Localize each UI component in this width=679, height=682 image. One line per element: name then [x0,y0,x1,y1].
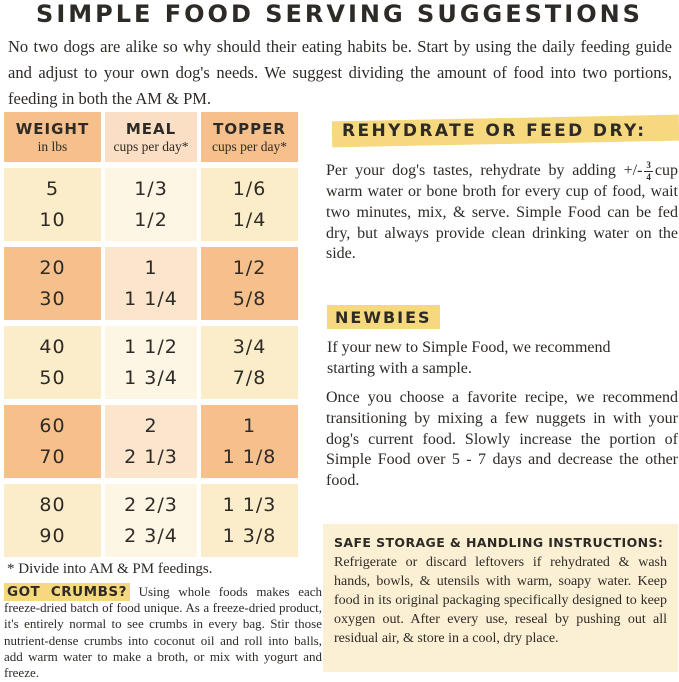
table-value: 1 [144,256,158,279]
column-header-label: WEIGHT [15,119,90,138]
table-row-group: 20 30 1 1 1/4 1/2 5/8 [4,247,298,320]
table-value: 1 1/3 [222,493,277,516]
table-value: 80 [39,493,66,516]
table-column-cell: 2 2/3 2 3/4 [105,484,197,557]
newbies-paragraph-2: Once you choose a favorite recipe, we re… [326,389,678,490]
rehydrate-heading-text: REHYDRATE OR FEED DRY: [342,121,647,141]
table-body: 5 10 1/3 1/2 1/6 1/4 20 30 1 1 1/4 1/2 5/8 40 50 1 1/2… [4,168,298,557]
got-crumbs-paragraph: GOT CRUMBS? Using whole foods makes each… [4,583,323,681]
table-value: 60 [39,414,66,437]
rehydrate-body-start: Per your dog's tastes, rehydrate by addi… [326,162,643,179]
table-value: 20 [39,256,66,279]
column-header-label: TOPPER [213,119,286,138]
serving-table: WEIGHT in lbs MEAL cups per day* TOPPER … [4,112,298,557]
table-column-cell: 1 1 1/8 [201,405,298,478]
column-header-subtext: cups per day* [113,138,189,154]
table-value: 2 2/3 [124,493,178,516]
table-column-cell: 1 1/3 1 3/8 [201,484,298,557]
table-row-group: 60 70 2 2 1/3 1 1 1/8 [4,405,298,478]
table-column-cell: 40 50 [4,326,101,399]
table-row-group: 40 50 1 1/2 1 3/4 3/4 7/8 [4,326,298,399]
table-value: 90 [39,525,66,548]
meal-column-header: MEAL cups per day* [105,112,197,162]
table-column-cell: 60 70 [4,405,101,478]
table-value: 1/2 [232,256,267,279]
table-column-cell: 1/2 5/8 [201,247,298,320]
column-header-subtext: in lbs [37,138,68,154]
newbies-paragraph-1: If your new to Simple Food, we recommend… [327,339,611,377]
page-title: SIMPLE FOOD SERVING SUGGESTIONS [36,0,643,28]
column-header-label: MEAL [125,119,177,138]
table-value: 40 [39,335,66,358]
table-value: 1/6 [232,177,267,200]
table-value: 2 [144,414,158,437]
table-value: 1/3 [134,177,168,200]
got-crumbs-heading: GOT CRUMBS? [4,583,130,601]
table-column-cell: 1 1/2 1 3/4 [105,326,197,399]
table-value: 1/2 [134,209,168,232]
table-value: 3/4 [232,335,267,358]
table-value: 7/8 [232,367,267,390]
table-column-cell: 1 1 1/4 [105,247,197,320]
table-column-cell: 2 2 1/3 [105,405,197,478]
table-value: 5 [45,177,60,200]
table-value: 1 3/4 [124,367,178,390]
table-value: 50 [39,367,66,390]
table-value: 70 [39,446,66,469]
safe-storage-heading: SAFE STORAGE & HANDLING INSTRUCTIONS: [334,535,664,550]
table-value: 10 [39,209,66,232]
weight-column-header: WEIGHT in lbs [4,112,101,162]
table-column-cell: 1/6 1/4 [201,168,298,241]
table-value: 1 [242,414,257,437]
table-value: 1 1/4 [124,288,178,311]
topper-column-header: TOPPER cups per day* [201,112,298,162]
table-value: 2 3/4 [124,525,178,548]
table-column-cell: 80 90 [4,484,101,557]
table-column-cell: 5 10 [4,168,101,241]
table-row-group: 80 90 2 2/3 2 3/4 1 1/3 1 3/8 [4,484,298,557]
rehydrate-body-end: cup warm water or bone broth for every c… [326,162,678,263]
table-column-cell: 20 30 [4,247,101,320]
rehydrate-paragraph: Per your dog's tastes, rehydrate by addi… [326,161,678,265]
newbies-heading: NEWBIES [327,305,440,329]
intro-text: No two dogs are alike so why should thei… [8,37,672,108]
table-value: 1 1/8 [222,446,277,469]
fraction-denominator: 4 [646,172,651,182]
table-value: 2 1/3 [124,446,178,469]
table-column-cell: 1/3 1/2 [105,168,197,241]
table-value: 30 [39,288,66,311]
table-header-row: WEIGHT in lbs MEAL cups per day* TOPPER … [4,112,298,162]
safe-storage-body: Refrigerate or discard leftovers if rehy… [334,555,667,646]
table-value: 1 3/8 [222,525,277,548]
table-column-cell: 3/4 7/8 [201,326,298,399]
fraction-numerator: 3 [644,160,653,172]
rehydrate-heading: REHYDRATE OR FEED DRY: [326,114,679,148]
table-row-group: 5 10 1/3 1/2 1/6 1/4 [4,168,298,241]
table-value: 1 1/2 [124,335,178,358]
got-crumbs-body: Using whole foods makes each freeze-drie… [4,584,323,681]
safe-storage-box: SAFE STORAGE & HANDLING INSTRUCTIONS: Re… [323,524,678,672]
table-value: 5/8 [232,288,267,311]
table-footnote: * Divide into AM & PM feedings. [7,561,213,577]
newbies-heading-text: NEWBIES [327,305,440,329]
column-header-subtext: cups per day* [212,138,287,154]
table-value: 1/4 [232,209,267,232]
